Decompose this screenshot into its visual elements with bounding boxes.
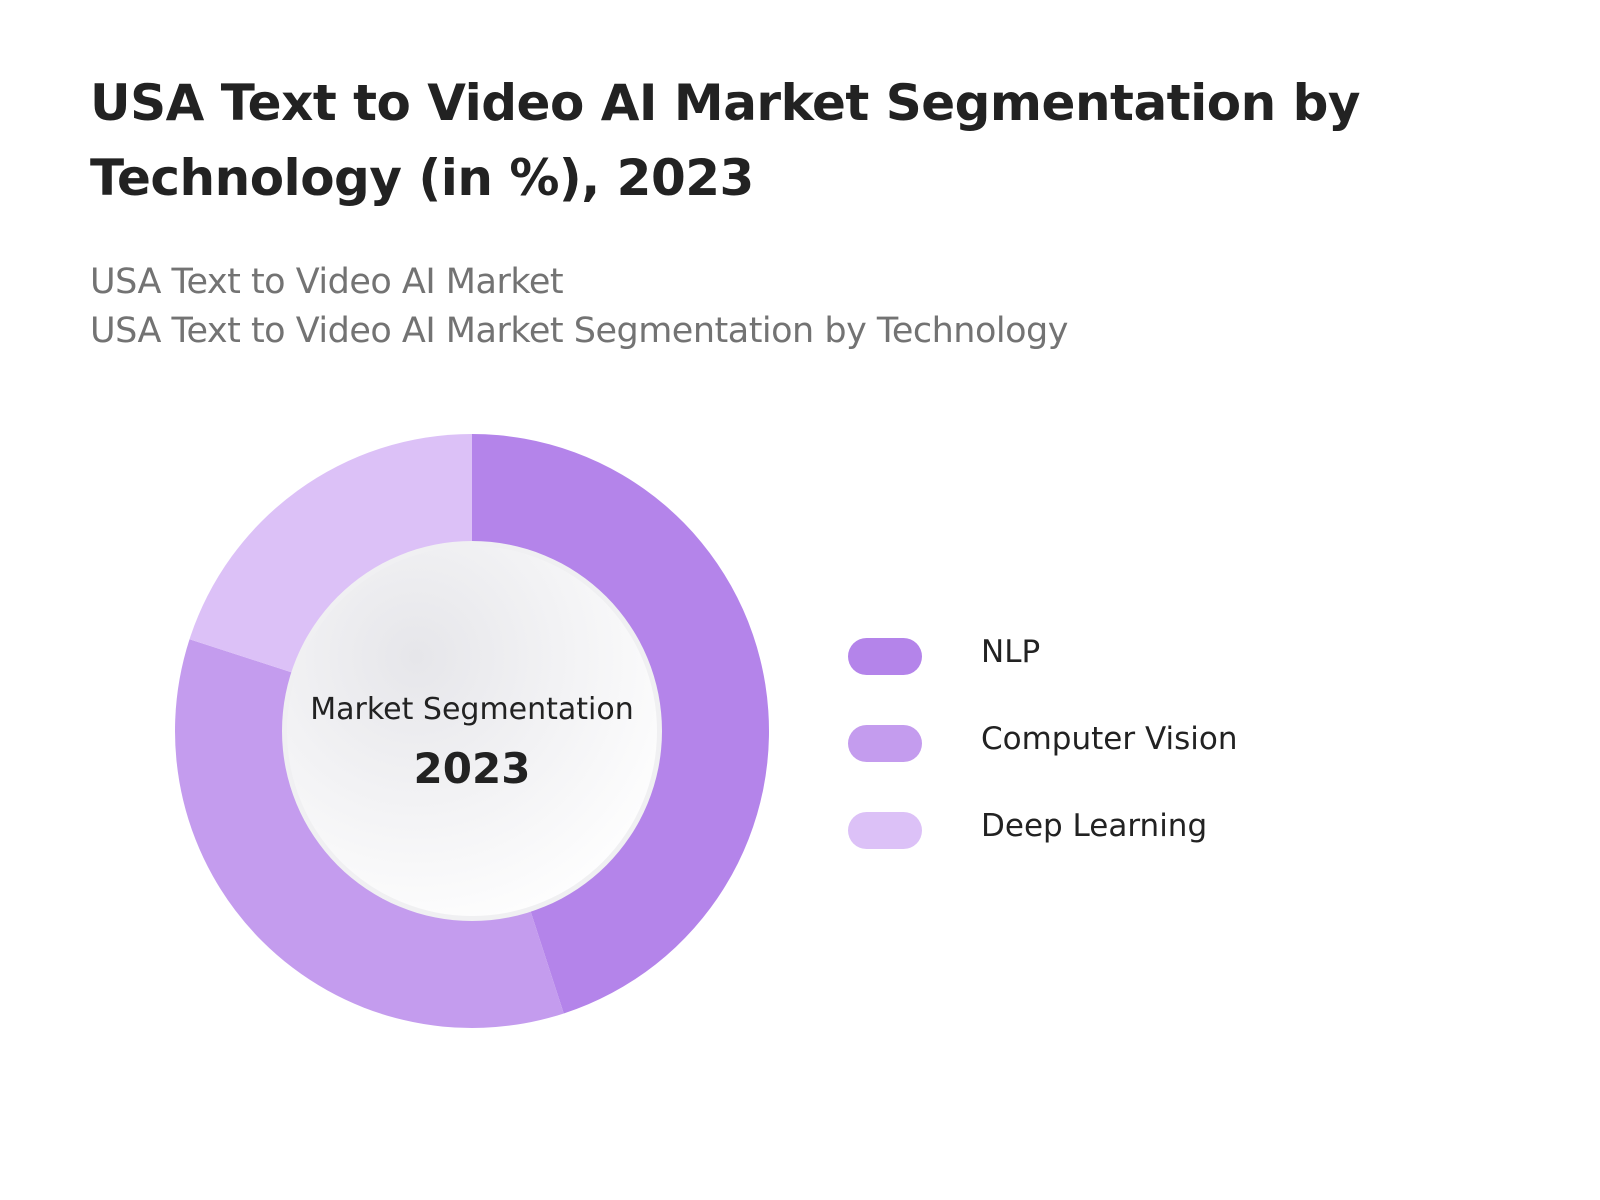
- legend-swatch-icon: [848, 725, 922, 762]
- legend: NLP Computer Vision Deep Learning: [848, 634, 1237, 895]
- legend-item-deep-learning[interactable]: Deep Learning: [848, 808, 1207, 895]
- legend-label: Deep Learning: [981, 808, 1208, 844]
- legend-item-nlp[interactable]: NLP: [848, 634, 1040, 721]
- legend-swatch-icon: [848, 638, 922, 675]
- donut-hole: [287, 546, 657, 916]
- center-year: 2023: [413, 744, 531, 793]
- subtitle-line-2: USA Text to Video AI Market Segmentation…: [90, 311, 1068, 351]
- chart-subtitle: USA Text to Video AI Market USA Text to …: [90, 258, 1068, 356]
- legend-swatch-icon: [848, 812, 922, 849]
- center-label: Market Segmentation: [310, 692, 634, 727]
- legend-label: Computer Vision: [981, 721, 1238, 757]
- legend-label: NLP: [981, 634, 1041, 670]
- chart-title: USA Text to Video AI Market Segmentation…: [90, 74, 1360, 207]
- legend-item-computer-vision[interactable]: Computer Vision: [848, 721, 1237, 808]
- subtitle-line-1: USA Text to Video AI Market: [90, 262, 564, 302]
